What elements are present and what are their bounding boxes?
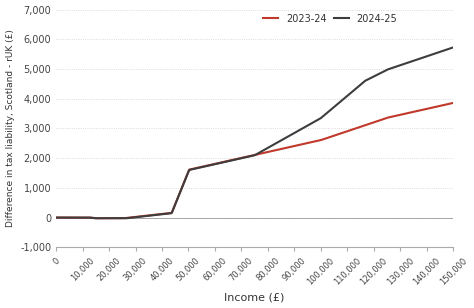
Legend: 2023-24, 2024-25: 2023-24, 2024-25 bbox=[259, 10, 401, 27]
2023-24 bbox=[450, 101, 456, 105]
2024-25 bbox=[450, 46, 456, 49]
2024-25 bbox=[288, 133, 293, 137]
2023-24 bbox=[288, 145, 293, 149]
2023-24 bbox=[448, 102, 454, 105]
2024-25 bbox=[351, 88, 357, 92]
2023-24 bbox=[115, 216, 121, 220]
2023-24 bbox=[53, 216, 59, 219]
2023-24 bbox=[229, 158, 235, 162]
Line: 2023-24: 2023-24 bbox=[56, 103, 453, 218]
2024-25 bbox=[229, 159, 235, 162]
2023-24 bbox=[94, 216, 100, 220]
2024-25 bbox=[53, 216, 59, 219]
Line: 2024-25: 2024-25 bbox=[56, 47, 453, 218]
2023-24 bbox=[351, 127, 357, 131]
2023-24 bbox=[336, 132, 342, 136]
Y-axis label: Difference in tax liability, Scotland - rUK (£): Difference in tax liability, Scotland - … bbox=[6, 30, 15, 227]
2024-25 bbox=[115, 217, 121, 220]
2024-25 bbox=[93, 217, 99, 220]
2024-25 bbox=[336, 101, 342, 105]
X-axis label: Income (£): Income (£) bbox=[225, 292, 285, 302]
2024-25 bbox=[448, 46, 454, 50]
